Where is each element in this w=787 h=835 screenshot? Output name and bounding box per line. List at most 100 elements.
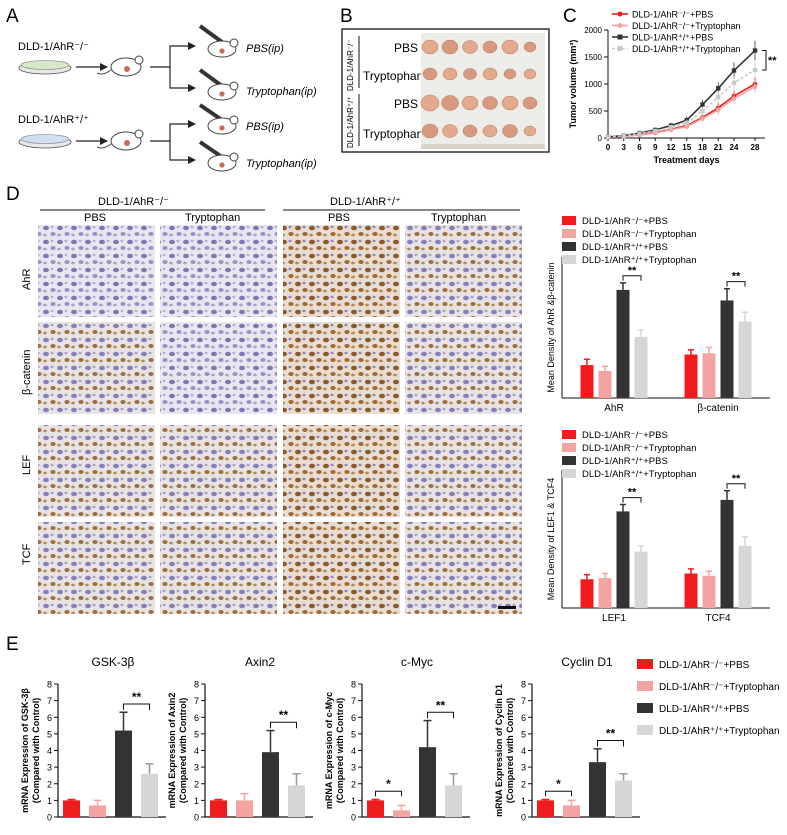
tumor-sample — [501, 95, 519, 111]
arrow-icon — [76, 137, 108, 145]
gsk3b-mrna-chart: 0 1 2 3 4 5 6 7 8 GSK-3β mRNA Expression of GSK-3β… — [20, 655, 166, 823]
chart-title: Cyclin D1 — [561, 655, 613, 669]
x-tick-label: 28 — [751, 143, 760, 152]
significance-bracket — [375, 790, 402, 797]
panel-letter-a: A — [6, 6, 19, 27]
ruler — [421, 144, 545, 149]
panel-a: DLD-1/AhR⁻/⁻ PBS(ip) — [18, 24, 317, 172]
mouse-icon — [96, 55, 144, 77]
treatment-pbs-label-1: PBS(ip) — [246, 43, 284, 55]
treatment-trp-label-1: Tryptophan(ip) — [246, 86, 317, 98]
x-category-label: LEF1 — [602, 613, 626, 624]
significance-label: ** — [606, 727, 616, 741]
y-tick-label: 1500 — [584, 53, 602, 62]
x-tick-label: 24 — [730, 143, 739, 152]
panel-e-legend: DLD-1/AhR⁻/⁻+PBS DLD-1/AhR⁻/⁻+Tryptophan D… — [637, 659, 780, 737]
bar — [63, 800, 80, 817]
significance-label: * — [386, 777, 391, 791]
mouse-icon — [207, 81, 239, 101]
bar — [738, 545, 752, 608]
tumor-sample — [502, 124, 518, 138]
ihc-col-label-1: PBS — [84, 212, 106, 224]
tumor-volume-chart: 0 500 1000 1500 2000 0 3 6 9 12 15 18 21 24 28 Treatmen… — [568, 10, 777, 166]
x-tick-label: 0 — [606, 143, 611, 152]
tumor-sample — [461, 95, 479, 111]
y-axis-label: Mean Density of LEF1 & TCF4 — [546, 478, 556, 600]
data-point — [668, 125, 674, 130]
ihc-image — [283, 322, 400, 414]
bar — [720, 300, 734, 398]
bar — [89, 805, 106, 817]
y-tick-label: 2000 — [584, 26, 602, 35]
x-tick-label: 6 — [637, 143, 642, 152]
cmyc-mrna-chart: 0 1 2 3 4 5 6 7 8 c-Myc mRNA Expression of c-Myc (C… — [324, 655, 470, 823]
ihc-image — [283, 425, 400, 517]
ihc-row-label-2: β-catenin — [21, 350, 33, 395]
x-axis-label: Treatment days — [653, 155, 719, 165]
significance-bracket — [622, 497, 642, 503]
tumor-sample — [462, 40, 478, 54]
y-tick-label: 3 — [521, 763, 526, 773]
ihc-image — [38, 522, 155, 614]
significance-bracket — [545, 790, 572, 797]
x-category-label: AhR — [604, 403, 623, 414]
ihc-row-label-3: LEF — [21, 455, 33, 475]
bar — [236, 800, 253, 817]
y-axis-label: mRNA Expression of Axin2 — [167, 693, 177, 809]
legend-label: DLD-1/AhR⁺/⁺+Tryptophan — [659, 726, 780, 737]
legend-swatch — [637, 681, 653, 691]
arrow-icon — [76, 63, 108, 71]
row-label-trp-2: Tryptophan — [363, 127, 423, 141]
y-tick-label: 8 — [47, 680, 52, 690]
data-point — [752, 84, 758, 89]
y-tick-label: 3 — [351, 763, 356, 773]
legend-marker — [617, 11, 623, 17]
bar — [580, 579, 594, 608]
x-category-label: TCF4 — [706, 613, 731, 624]
ihc-image — [160, 225, 277, 317]
significance-label: ** — [628, 265, 637, 277]
y-tick-label: 7 — [47, 696, 52, 706]
significance-label: ** — [768, 55, 777, 67]
ihc-image — [283, 522, 400, 614]
tumor-sample — [463, 68, 477, 80]
ihc-image — [38, 425, 155, 517]
legend-label: DLD-1/AhR⁻/⁻+Tryptophan — [659, 682, 780, 693]
legend-swatch — [637, 725, 653, 735]
legend-swatch — [637, 659, 653, 669]
series-line — [607, 83, 756, 138]
legend-label: DLD-1/AhR⁻/⁻+PBS — [632, 10, 713, 20]
y-tick-label: 2 — [47, 779, 52, 789]
bar — [684, 354, 698, 398]
axin2-mrna-chart: 0 1 2 3 4 5 6 7 8 Axin2 mRNA Expression of Axin2 (C… — [167, 655, 313, 823]
legend-marker — [617, 46, 623, 51]
lef1-tcf4-density-chart: Mean Density of LEF1 & TCF4 LEF1 ** TCF4 ** D… — [546, 430, 770, 624]
significance-label: ** — [436, 698, 446, 712]
data-point — [621, 133, 626, 139]
y-tick-label: 7 — [521, 696, 526, 706]
legend-swatch — [562, 430, 576, 439]
ihc-row-label-4: TCF — [21, 543, 33, 565]
chart-title: c-Myc — [401, 655, 433, 669]
cyclind1-mrna-chart: 0 1 2 3 4 5 6 7 8 Cyclin D1 mRNA Expression of Cyc… — [494, 655, 640, 823]
data-point — [637, 131, 642, 136]
petri-dish-icon — [18, 134, 72, 149]
y-tick-label: 500 — [589, 107, 603, 116]
legend-swatch — [562, 229, 576, 238]
tumor-sample — [482, 96, 498, 110]
data-point — [716, 94, 721, 100]
panel-letter-b: B — [340, 6, 353, 27]
legend-swatch — [562, 456, 576, 465]
ihc-image — [283, 225, 400, 317]
legend-label: DLD-1/AhR⁺/⁺+PBS — [582, 456, 668, 467]
tumor-sample — [522, 96, 538, 110]
panel-letter-d: D — [6, 184, 20, 205]
tumor-sample — [422, 67, 438, 81]
ihc-image — [160, 425, 277, 517]
tumor-sample — [523, 125, 537, 137]
tumor-sample — [482, 67, 498, 81]
x-tick-label: 15 — [682, 143, 691, 152]
tumor-sample — [462, 124, 478, 138]
ihc-col-label-2: Tryptophan — [185, 212, 240, 224]
significance-bracket — [622, 275, 642, 281]
